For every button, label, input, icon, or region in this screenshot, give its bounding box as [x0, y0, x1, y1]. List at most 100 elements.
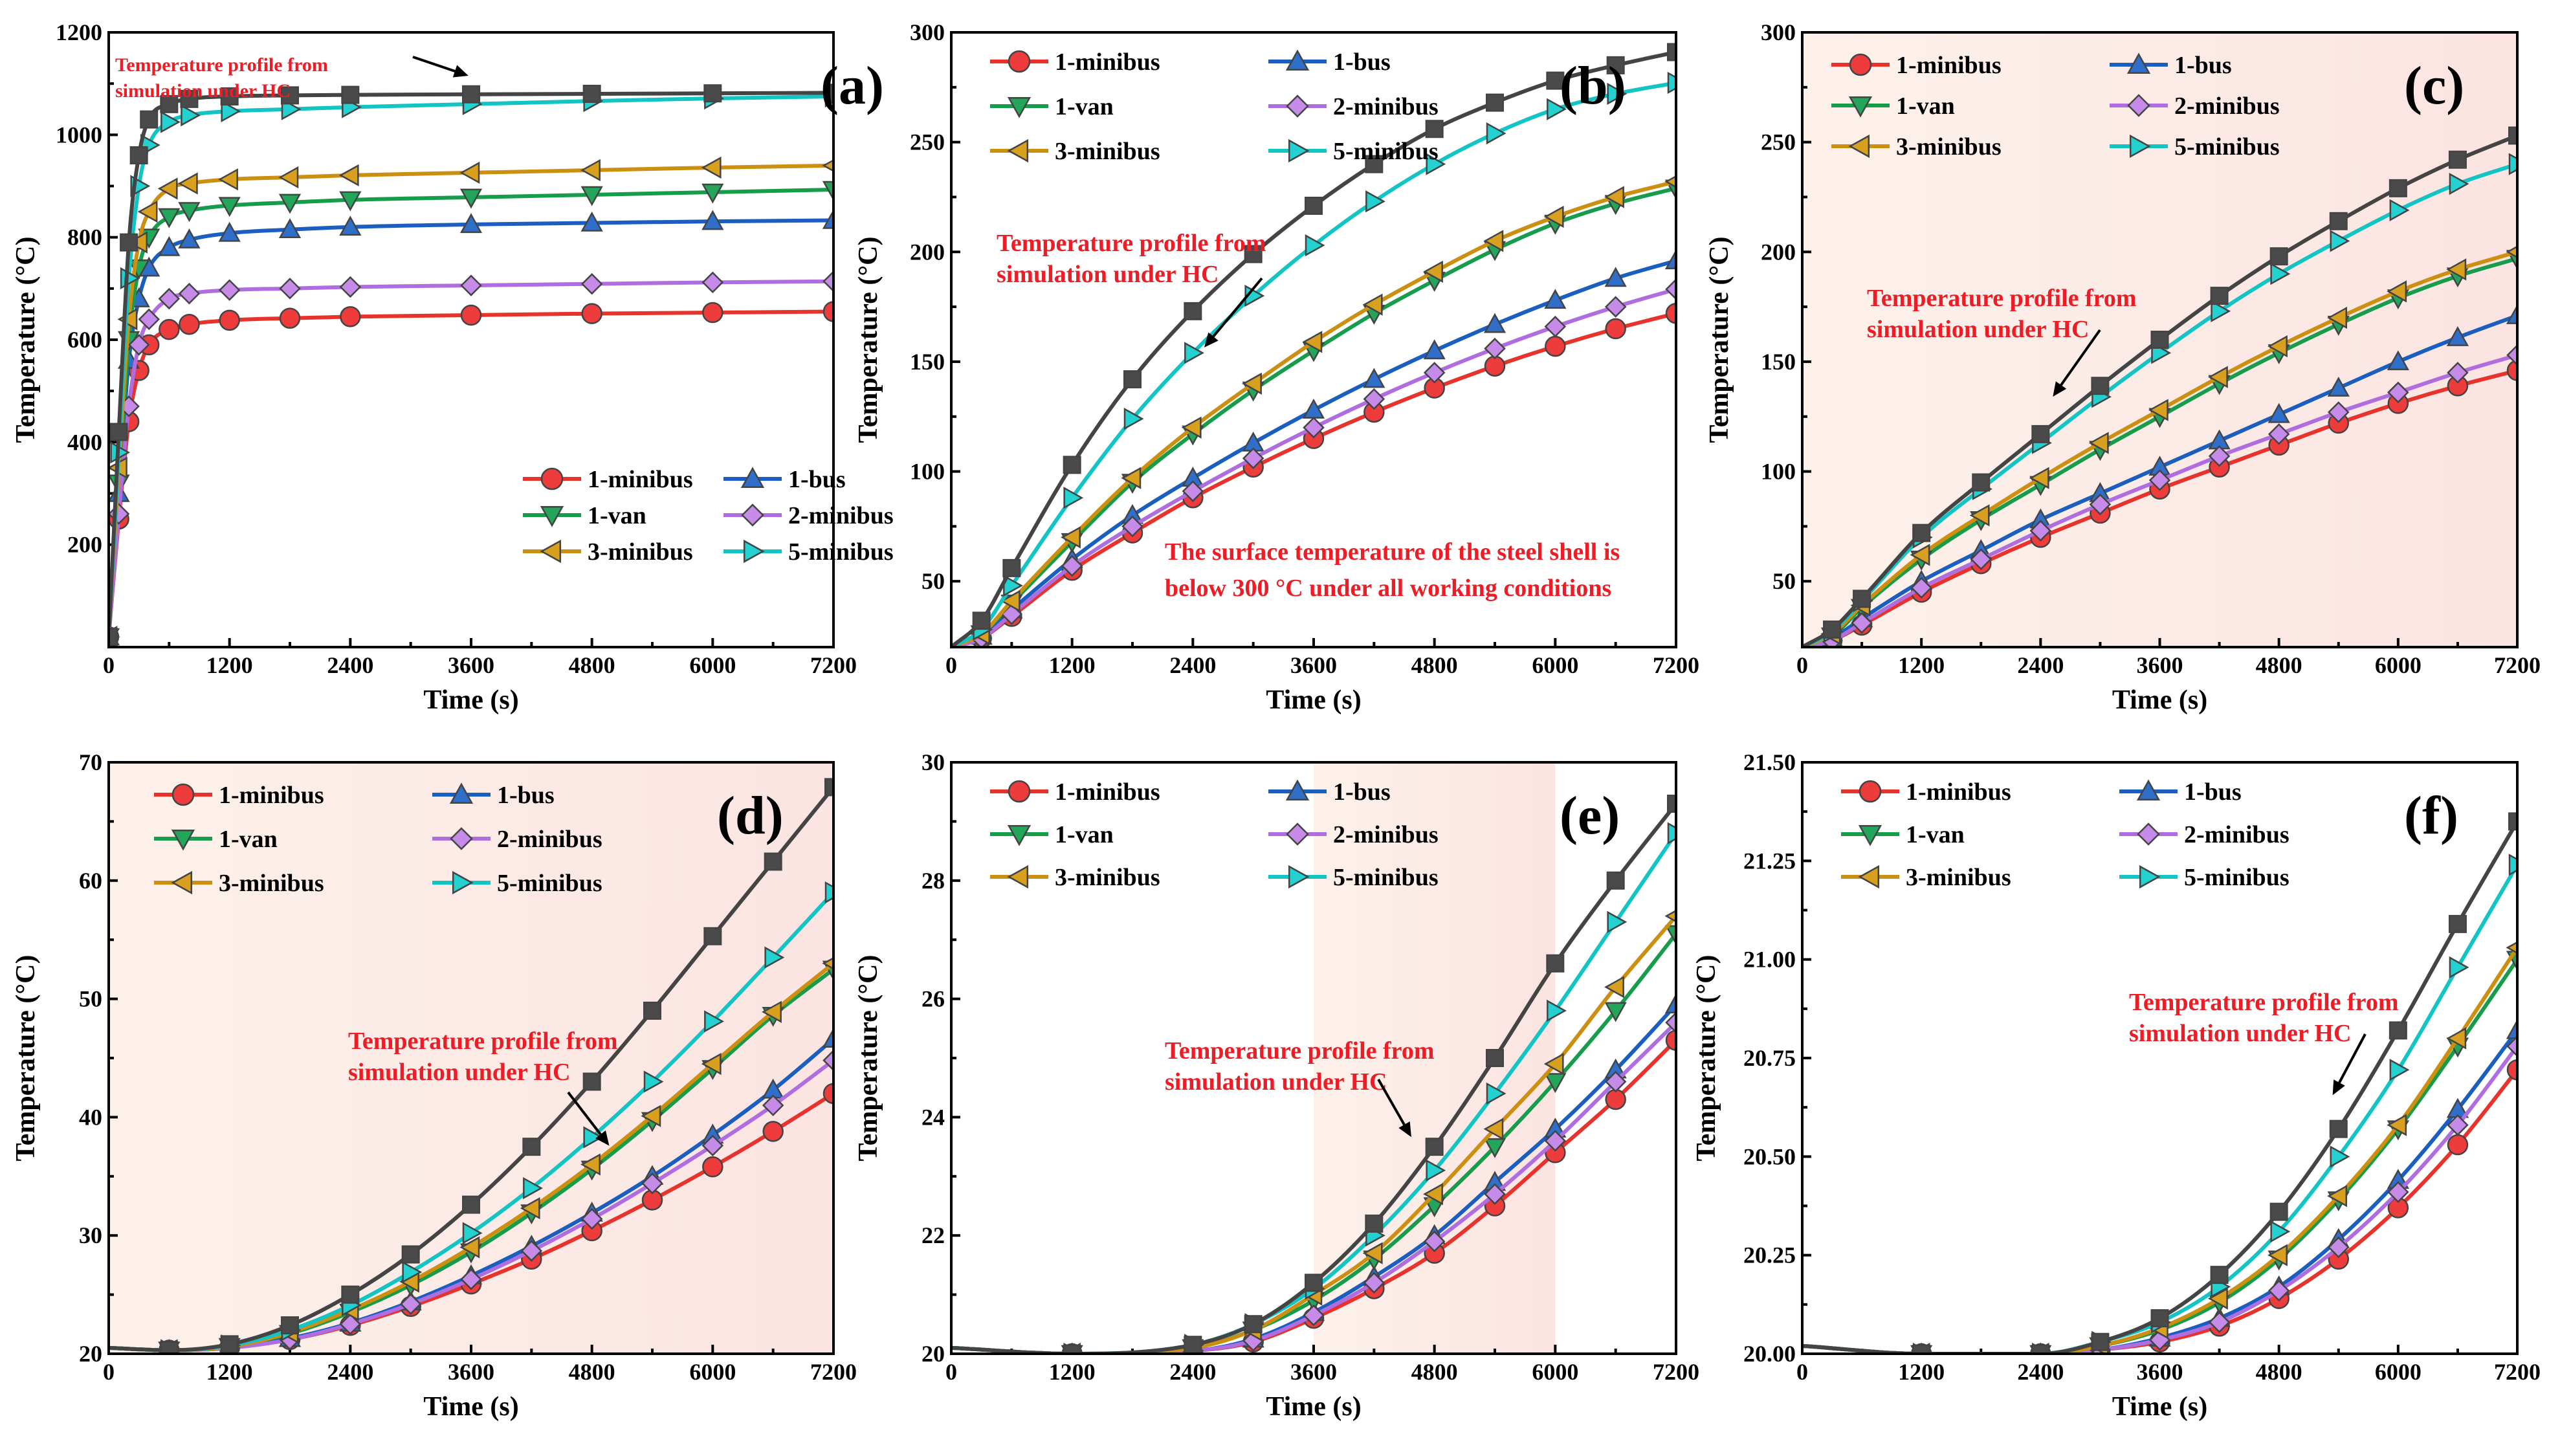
x-tick-label: 2400	[1169, 652, 1216, 678]
legend-item-1-minibus: 1-minibus	[1831, 52, 2002, 79]
y-tick-label: 150	[910, 349, 945, 375]
data-point-2-minibus	[1121, 515, 1143, 538]
x-tick-label: 7200	[810, 1359, 857, 1385]
x-tick-label: 0	[1796, 652, 1808, 678]
plot-area	[109, 83, 833, 647]
data-point-3-minibus	[1121, 467, 1142, 489]
data-point-1-minibus	[702, 1156, 723, 1178]
data-point-2-minibus	[178, 282, 201, 305]
legend-item-1-bus: 1-bus	[2119, 778, 2242, 806]
legend-label: 2-minibus	[2184, 821, 2290, 848]
legend-marker	[2127, 94, 2150, 117]
data-point-HC	[1305, 1274, 1323, 1292]
data-point-2-minibus	[399, 1293, 422, 1315]
legend-marker	[2129, 134, 2151, 159]
data-point-3-minibus	[2327, 1185, 2347, 1208]
annotation: Temperature profile from simulation under…	[2129, 989, 2399, 1096]
data-point-HC	[1184, 1336, 1202, 1354]
axis-ticks: 0 1200 2400 3600 4800 6000 7200 50 100 150 200 250 3…	[1761, 19, 2541, 678]
legend-item-1-bus: 1-bus	[1268, 49, 1391, 76]
data-point-HC	[2448, 150, 2467, 169]
legend-marker	[1848, 134, 1870, 159]
data-point-3-minibus	[641, 1105, 661, 1127]
series-line-1-bus	[1802, 313, 2517, 647]
data-point-3-minibus	[1604, 976, 1624, 998]
annotation-text: simulation under HC	[1165, 1068, 1387, 1096]
legend-item-2-minibus: 2-minibus	[432, 826, 602, 853]
data-point-HC	[1365, 155, 1384, 173]
data-point-HC	[1486, 93, 1504, 112]
data-point-HC	[109, 423, 128, 441]
series-line-1-van	[109, 188, 833, 637]
legend-label: 1-van	[588, 502, 646, 529]
legend-item-5-minibus: 5-minibus	[432, 870, 602, 897]
y-axis-title: Temperature (°C)	[1705, 237, 1734, 443]
data-point-HC	[703, 927, 722, 945]
legend-label: 1-minibus	[1896, 52, 2002, 79]
data-point-5-minibus	[2449, 172, 2469, 195]
legend-marker	[1859, 780, 1882, 803]
x-tick-label: 4800	[1411, 1359, 1458, 1385]
data-point-2-minibus	[2148, 469, 2171, 491]
legend-label: 1-bus	[1333, 778, 1391, 806]
data-point-2-minibus	[2268, 1279, 2290, 1302]
axes-frame	[1801, 761, 2519, 1355]
legend-label: 1-bus	[2184, 778, 2242, 806]
data-point-HC	[462, 85, 480, 104]
data-point-5-minibus	[2330, 230, 2350, 252]
data-point-2-minibus	[1242, 447, 1264, 469]
x-axis-title: Time (s)	[2112, 685, 2207, 715]
series-line-HC	[951, 50, 1676, 647]
legend-marker	[1849, 53, 1872, 76]
data-point-1-bus	[339, 215, 362, 236]
y-tick-label: 30	[79, 1222, 102, 1248]
data-point-3-minibus	[1362, 293, 1383, 316]
annotation-text: Temperature profile from	[2129, 989, 2399, 1016]
y-tick-label: 800	[67, 225, 102, 250]
data-point-3-minibus	[2387, 280, 2407, 303]
y-tick-label: 20.00	[1743, 1341, 1796, 1367]
data-point-5-minibus	[824, 881, 833, 904]
data-point-HC	[2150, 331, 2169, 349]
series-1-minibus	[109, 301, 833, 647]
legend-item-1-van: 1-van	[1841, 821, 1965, 848]
x-tick-label: 3600	[1290, 652, 1337, 678]
data-point-HC	[2508, 812, 2517, 831]
data-point-2-minibus	[339, 276, 362, 298]
legend-item-1-bus: 1-bus	[432, 782, 555, 809]
legend-item-3-minibus: 3-minibus	[990, 864, 1160, 891]
x-axis-title: Time (s)	[423, 685, 518, 715]
data-point-3-minibus	[580, 159, 601, 182]
data-point-2-minibus	[218, 279, 241, 301]
plot-area	[1802, 812, 2517, 1354]
series-line-1-minibus	[109, 309, 833, 637]
data-point-1-minibus	[1665, 1030, 1676, 1051]
y-tick-label: 20	[79, 1341, 102, 1367]
legend-marker	[171, 829, 195, 851]
data-point-HC	[281, 86, 299, 105]
data-point-2-minibus	[1604, 296, 1627, 318]
data-point-2-minibus	[138, 308, 160, 331]
data-point-HC	[1606, 871, 1625, 890]
y-tick-label: 50	[1772, 568, 1796, 594]
data-point-1-bus	[1483, 313, 1506, 333]
legend-item-1-minibus: 1-minibus	[154, 782, 324, 809]
legend-label: 1-minibus	[588, 466, 693, 493]
y-tick-label: 21.00	[1743, 947, 1796, 973]
data-point-2-minibus	[762, 1094, 784, 1116]
series-1-van	[109, 181, 833, 647]
series-line-HC	[1802, 820, 2517, 1354]
data-point-3-minibus	[459, 1236, 480, 1259]
series-line-HC	[109, 786, 833, 1352]
data-point-2-minibus	[1484, 337, 1506, 360]
data-point-3-minibus	[701, 1053, 722, 1075]
panel-a: 0 1200 2400 3600 4800 6000 7200 200 400 600 800 100…	[11, 19, 894, 715]
data-point-1-van	[1544, 1073, 1567, 1094]
data-point-3-minibus	[1483, 230, 1504, 252]
x-tick-label: 7200	[1653, 1359, 1699, 1385]
legend: 1-minibus 1-bus 1-van 2-minibus 3-minibus 5-m…	[1831, 52, 2280, 160]
data-point-2-minibus	[822, 1049, 833, 1072]
legend-item-3-minibus: 3-minibus	[990, 138, 1160, 165]
data-point-3-minibus	[459, 161, 480, 184]
data-point-3-minibus	[177, 172, 198, 195]
